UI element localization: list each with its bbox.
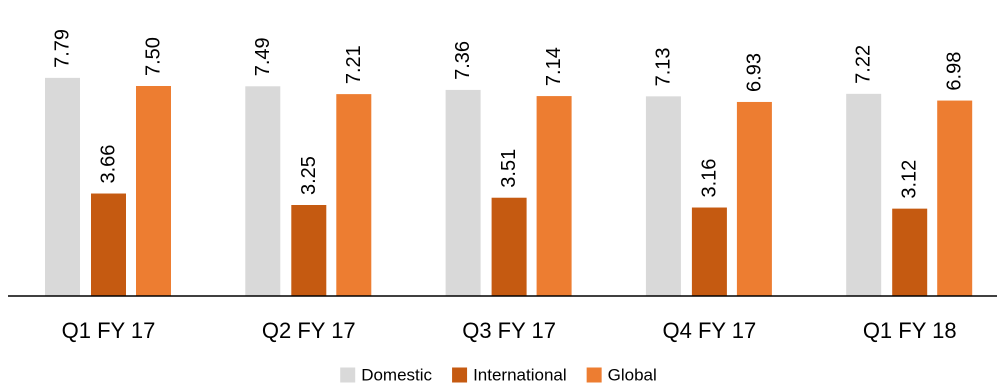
bar-domestic-q2-fy-17 xyxy=(245,86,281,296)
bar-international-q2-fy-17 xyxy=(291,205,327,296)
legend-label-domestic: Domestic xyxy=(361,366,432,385)
value-label-global-q2-fy-17: 7.21 xyxy=(343,45,365,84)
value-label-domestic-q3-fy-17: 7.36 xyxy=(452,41,474,80)
value-label-international-q1-fy-18: 3.12 xyxy=(899,160,921,199)
bar-domestic-q4-fy-17 xyxy=(645,96,681,296)
value-label-domestic-q1-fy-18: 7.22 xyxy=(853,45,875,84)
value-label-international-q4-fy-17: 3.16 xyxy=(698,159,720,198)
value-labels-layer: 7.79 3.66 7.50 7.49 3.25 7.21 7.36 3.51 7.14 7.13… xyxy=(52,29,966,199)
value-label-international-q1-fy-17: 3.66 xyxy=(98,145,120,184)
legend-swatch-international xyxy=(452,367,468,383)
legend-swatch-global xyxy=(586,367,602,383)
value-label-global-q1-fy-17: 7.50 xyxy=(143,37,165,76)
value-label-domestic-q4-fy-17: 7.13 xyxy=(652,47,674,86)
bar-global-q2-fy-17 xyxy=(336,94,372,297)
category-label-q2-fy-17: Q2 FY 17 xyxy=(262,318,356,343)
bar-global-q3-fy-17 xyxy=(536,96,572,296)
bar-domestic-q3-fy-17 xyxy=(445,89,481,296)
bar-international-q1-fy-17 xyxy=(91,193,126,296)
category-labels-layer: Q1 FY 17 Q2 FY 17 Q3 FY 17 Q4 FY 17 Q1 FY 18 xyxy=(62,318,957,343)
value-label-global-q3-fy-17: 7.14 xyxy=(543,47,565,86)
bar-international-q3-fy-17 xyxy=(491,197,527,296)
value-label-international-q2-fy-17: 3.25 xyxy=(298,156,320,195)
legend-swatch-domestic xyxy=(340,367,356,383)
legend-label-global: Global xyxy=(608,366,657,385)
legend-label-international: International xyxy=(473,366,567,385)
bar-domestic-q1-fy-17 xyxy=(45,77,80,296)
legend: Domestic International Global xyxy=(340,366,657,385)
value-label-global-q1-fy-18: 6.98 xyxy=(944,52,966,91)
value-label-international-q3-fy-17: 3.51 xyxy=(498,149,520,188)
bar-international-q4-fy-17 xyxy=(691,207,727,296)
bars-layer xyxy=(45,77,973,297)
category-label-q1-fy-17: Q1 FY 17 xyxy=(62,318,156,343)
category-label-q1-fy-18: Q1 FY 18 xyxy=(863,318,957,343)
bar-global-q4-fy-17 xyxy=(736,101,772,297)
bar-global-q1-fy-17 xyxy=(136,86,171,296)
value-label-domestic-q1-fy-17: 7.79 xyxy=(52,29,74,68)
value-label-global-q4-fy-17: 6.93 xyxy=(743,53,765,92)
category-label-q4-fy-17: Q4 FY 17 xyxy=(663,318,757,343)
category-label-q3-fy-17: Q3 FY 17 xyxy=(462,318,556,343)
bar-international-q1-fy-18 xyxy=(892,208,928,296)
value-label-domestic-q2-fy-17: 7.49 xyxy=(252,37,274,76)
bar-domestic-q1-fy-18 xyxy=(846,93,882,296)
bar-global-q1-fy-18 xyxy=(937,100,973,296)
